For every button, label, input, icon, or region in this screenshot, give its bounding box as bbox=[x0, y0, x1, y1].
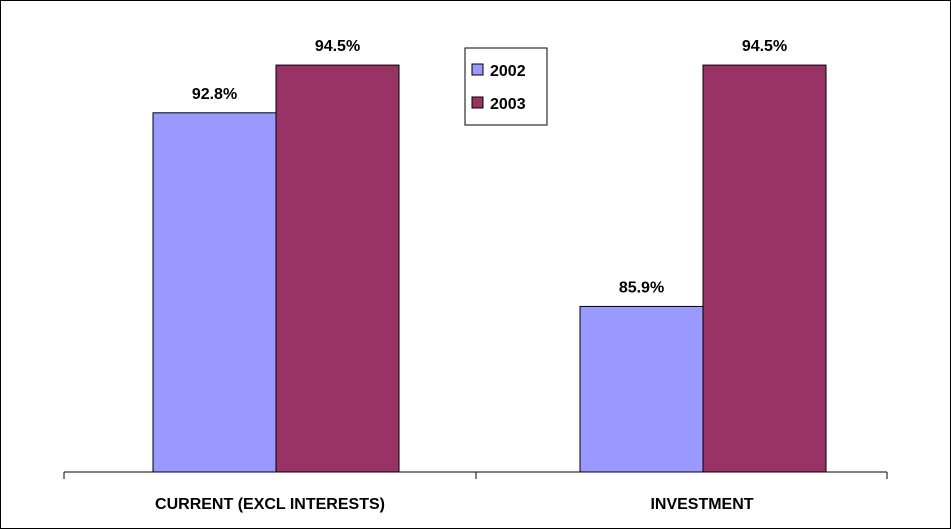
value-labels-group: 92.8% 94.5% 85.9% 94.5% bbox=[192, 38, 787, 296]
data-label: 94.5% bbox=[742, 38, 787, 55]
legend-box bbox=[464, 47, 548, 126]
bar-2003-current bbox=[275, 64, 400, 473]
legend-swatch-2002 bbox=[471, 63, 484, 76]
bar-2003-investment bbox=[702, 64, 827, 473]
data-label: 92.8% bbox=[192, 86, 237, 103]
legend-swatch-2003 bbox=[471, 96, 484, 109]
category-label: INVESTMENT bbox=[650, 496, 753, 513]
data-label: 94.5% bbox=[315, 38, 360, 55]
legend-label-2002: 2002 bbox=[490, 63, 526, 80]
legend-label-2003: 2003 bbox=[490, 96, 526, 113]
legend: 2002 2003 bbox=[464, 47, 548, 126]
bar-2002-investment bbox=[579, 305, 704, 473]
data-label: 85.9% bbox=[619, 279, 664, 296]
category-label: CURRENT (EXCL INTERESTS) bbox=[155, 496, 385, 513]
bar-2002-current bbox=[152, 112, 277, 473]
bars-group bbox=[152, 64, 827, 473]
